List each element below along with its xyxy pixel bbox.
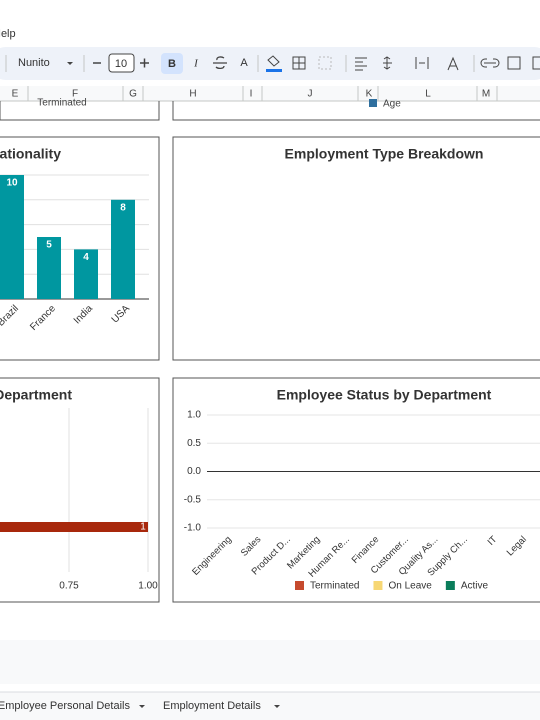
y-tick-label: 0.0 — [187, 466, 201, 477]
dropdown-arrow — [67, 62, 73, 65]
value-label: 8 — [120, 202, 126, 213]
age-legend-swatch — [369, 99, 377, 107]
value-label: 10 — [6, 178, 18, 189]
rotate[interactable] — [447, 56, 459, 71]
tab-arrow — [139, 705, 145, 708]
column-header[interactable]: M — [482, 89, 490, 100]
chart-frame — [172, 136, 540, 361]
italic[interactable]: I — [193, 58, 199, 70]
column-header[interactable]: K — [366, 89, 373, 100]
column-header[interactable]: L — [425, 89, 431, 100]
bold-active — [161, 53, 183, 74]
value-label: 4 — [83, 252, 89, 263]
previous-chart-frames — [0, 101, 540, 121]
column-header-bar — [0, 86, 540, 101]
value-label: 5 — [46, 240, 52, 251]
chart-frame — [172, 377, 540, 603]
chart-frame — [0, 377, 160, 603]
text-color[interactable]: A — [240, 57, 248, 69]
font-size-box[interactable] — [108, 53, 135, 73]
y-tick-label: 1.0 — [187, 410, 201, 421]
comment[interactable] — [507, 56, 521, 70]
y-tick-label: 0.5 — [187, 438, 201, 449]
legend-label: Active — [461, 581, 489, 592]
bar — [0, 522, 148, 532]
legend-swatch — [295, 581, 304, 590]
column-header[interactable]: G — [129, 89, 137, 100]
legend-label: Terminated — [310, 581, 359, 592]
tab-arrow — [274, 705, 280, 708]
fill-color[interactable] — [267, 55, 280, 67]
chart-title: Employee Status by Department — [277, 387, 492, 403]
tab-bar — [0, 692, 540, 720]
legend-swatch — [445, 581, 455, 590]
value-label: 1 — [140, 522, 146, 533]
chart-title: Nationality — [0, 146, 61, 162]
footer-area — [0, 640, 540, 684]
column-header[interactable]: I — [250, 89, 253, 100]
toolbar — [0, 47, 540, 80]
column-header[interactable]: F — [72, 89, 78, 100]
legend-label: Age — [383, 99, 401, 110]
chart-title: Department — [0, 387, 72, 403]
h-align[interactable] — [355, 57, 367, 71]
increase-size[interactable] — [140, 58, 149, 68]
chart-insert[interactable] — [532, 56, 540, 70]
borders-inner — [293, 57, 305, 69]
cell-text: Terminated — [37, 98, 86, 109]
strikethrough[interactable] — [213, 56, 227, 70]
merge[interactable] — [318, 56, 332, 70]
bold[interactable]: B — [168, 58, 176, 70]
font-size[interactable]: 10 — [115, 58, 127, 70]
sheet-tab[interactable]: Employment Details — [163, 700, 261, 712]
bar — [111, 199, 135, 299]
x-tick-label: 0.75 — [59, 581, 79, 592]
y-tick-label: -0.5 — [184, 494, 202, 505]
sheet-tab[interactable]: Employee Personal Details — [0, 700, 130, 712]
fill-swatch — [266, 69, 282, 72]
bar — [74, 249, 98, 299]
wrap[interactable] — [415, 57, 429, 69]
link[interactable] — [480, 58, 500, 68]
bar — [0, 175, 24, 299]
legend-swatch — [373, 581, 383, 590]
bar — [37, 237, 61, 299]
v-align[interactable] — [383, 56, 392, 70]
column-header[interactable]: E — [12, 89, 19, 100]
chart-title: Employment Type Breakdown — [285, 146, 484, 162]
column-header[interactable]: J — [308, 89, 313, 100]
x-tick-label: 1.00 — [138, 581, 158, 592]
menu-help[interactable]: Help — [0, 28, 16, 40]
column-header[interactable]: H — [189, 89, 196, 100]
y-tick-label: -1.0 — [184, 523, 202, 534]
legend-label: On Leave — [388, 581, 432, 592]
font-family[interactable]: Nunito — [18, 57, 50, 69]
